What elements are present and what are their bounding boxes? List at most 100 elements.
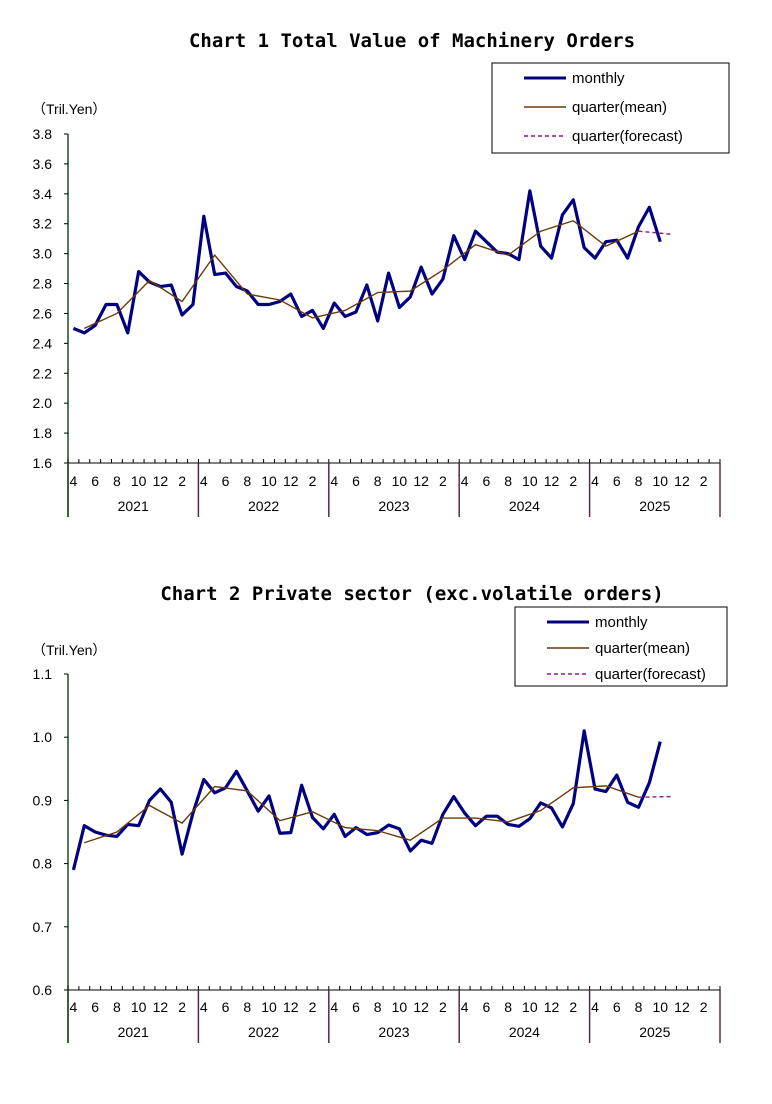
x-month-label: 8 — [635, 473, 643, 489]
y-tick-label: 2.6 — [33, 305, 53, 321]
x-month-label: 10 — [522, 473, 538, 489]
y-tick-label: 1.8 — [33, 425, 53, 441]
x-month-label: 6 — [91, 999, 99, 1015]
x-month-label: 2 — [569, 473, 577, 489]
y-tick-label: 0.7 — [33, 919, 53, 935]
x-month-label: 10 — [392, 473, 408, 489]
x-month-label: 4 — [330, 473, 338, 489]
legend-label-mean: quarter(mean) — [572, 99, 667, 116]
x-month-label: 6 — [222, 999, 230, 1015]
x-month-label: 12 — [674, 999, 690, 1015]
x-month-label: 2 — [178, 999, 186, 1015]
x-month-label: 8 — [243, 999, 251, 1015]
x-month-label: 12 — [283, 473, 299, 489]
x-month-label: 12 — [283, 999, 299, 1015]
x-year-label: 2022 — [248, 498, 279, 514]
x-year-label: 2023 — [378, 1024, 409, 1040]
legend-label-monthly: monthly — [572, 70, 625, 87]
x-month-label: 6 — [222, 473, 230, 489]
x-month-label: 12 — [674, 473, 690, 489]
y-tick-label: 2.8 — [33, 276, 53, 292]
x-month-label: 12 — [413, 999, 429, 1015]
x-month-label: 12 — [153, 999, 169, 1015]
x-month-label: 4 — [200, 999, 208, 1015]
legend-label-forecast: quarter(forecast) — [572, 128, 683, 145]
x-month-label: 12 — [413, 473, 429, 489]
chart-title: Chart 1 Total Value of Machinery Orders — [189, 30, 635, 52]
y-tick-label: 3.6 — [33, 156, 53, 172]
x-month-label: 12 — [153, 473, 169, 489]
y-tick-label: 0.6 — [33, 982, 53, 998]
x-month-label: 2 — [439, 999, 447, 1015]
x-month-label: 8 — [374, 473, 382, 489]
x-month-label: 2 — [309, 999, 317, 1015]
x-year-label: 2024 — [509, 498, 540, 514]
series-quarter-forecast-line — [638, 230, 672, 235]
series-quarter-mean-line — [84, 785, 639, 844]
x-month-label: 4 — [591, 999, 599, 1015]
y-tick-label: 2.4 — [33, 335, 53, 351]
x-month-label: 8 — [113, 473, 121, 489]
y-tick-label: 2.0 — [33, 395, 53, 411]
chart-title: Chart 2 Private sector (exc.volatile ord… — [160, 583, 663, 605]
x-month-label: 4 — [461, 999, 469, 1015]
x-month-label: 8 — [243, 473, 251, 489]
x-month-label: 10 — [131, 999, 147, 1015]
y-tick-label: 0.8 — [33, 856, 53, 872]
x-year-label: 2025 — [639, 498, 670, 514]
x-month-label: 2 — [700, 473, 708, 489]
x-month-label: 4 — [461, 473, 469, 489]
y-axis-unit-label: （Tril.Yen） — [32, 101, 106, 117]
chart-2: Chart 2 Private sector (exc.volatile ord… — [32, 583, 728, 1043]
x-month-label: 4 — [70, 999, 78, 1015]
x-month-label: 2 — [569, 999, 577, 1015]
x-year-label: 2021 — [118, 498, 149, 514]
legend-label-mean: quarter(mean) — [595, 640, 690, 657]
y-tick-label: 1.1 — [33, 666, 53, 682]
x-month-label: 8 — [113, 999, 121, 1015]
y-tick-label: 3.0 — [33, 246, 53, 262]
x-year-label: 2022 — [248, 1024, 279, 1040]
series-quarter-forecast-line — [638, 795, 672, 798]
y-tick-label: 1.6 — [33, 455, 53, 471]
legend-label-monthly: monthly — [595, 614, 648, 631]
y-tick-label: 0.9 — [33, 792, 53, 808]
x-month-label: 4 — [330, 999, 338, 1015]
x-month-label: 2 — [700, 999, 708, 1015]
series-monthly-line — [71, 729, 662, 871]
x-month-label: 4 — [591, 473, 599, 489]
x-year-label: 2023 — [378, 498, 409, 514]
x-month-label: 6 — [613, 999, 621, 1015]
x-year-label: 2024 — [509, 1024, 540, 1040]
x-month-label: 10 — [652, 999, 668, 1015]
y-tick-label: 3.4 — [33, 186, 53, 202]
y-tick-label: 3.2 — [33, 216, 53, 232]
x-month-label: 6 — [91, 473, 99, 489]
series-monthly-line — [72, 189, 662, 335]
y-axis-unit-label: （Tril.Yen） — [32, 642, 106, 658]
chart-1: Chart 1 Total Value of Machinery Orders （… — [32, 30, 730, 517]
y-tick-label: 1.0 — [33, 729, 53, 745]
x-month-label: 10 — [522, 999, 538, 1015]
x-month-label: 8 — [635, 999, 643, 1015]
x-year-label: 2025 — [639, 1024, 670, 1040]
x-month-label: 10 — [261, 999, 277, 1015]
y-tick-label: 2.2 — [33, 365, 53, 381]
x-year-label: 2021 — [118, 1024, 149, 1040]
x-month-label: 2 — [439, 473, 447, 489]
x-month-label: 12 — [544, 999, 560, 1015]
x-month-label: 6 — [352, 999, 360, 1015]
x-month-label: 2 — [178, 473, 186, 489]
legend: monthly quarter(mean) quarter(forecast) — [514, 606, 728, 687]
x-month-label: 4 — [70, 473, 78, 489]
x-month-label: 2 — [309, 473, 317, 489]
x-month-label: 6 — [352, 473, 360, 489]
series-quarter-mean-line — [84, 219, 639, 330]
legend: monthly quarter(mean) quarter(forecast) — [491, 62, 730, 154]
x-month-label: 6 — [613, 473, 621, 489]
legend-box — [514, 606, 728, 687]
x-month-label: 10 — [392, 999, 408, 1015]
x-month-label: 12 — [544, 473, 560, 489]
x-month-label: 8 — [504, 473, 512, 489]
